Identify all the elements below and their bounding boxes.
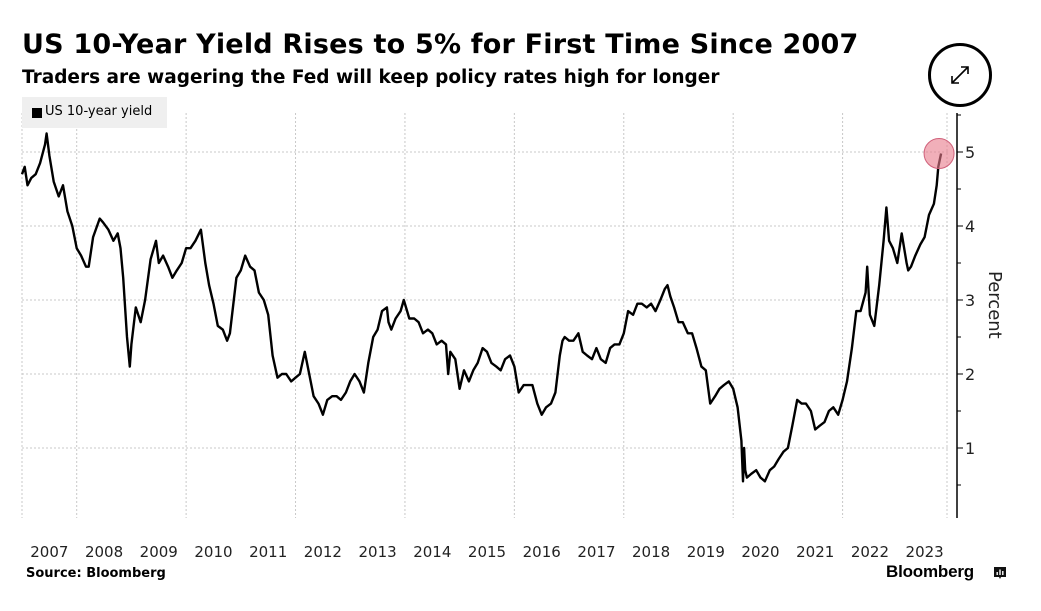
highlight-marker xyxy=(923,137,955,169)
x-tick-label: 2020 xyxy=(741,543,779,561)
x-tick-label: 2015 xyxy=(468,543,506,561)
x-tick-label: 2007 xyxy=(30,543,68,561)
x-tick-label: 2014 xyxy=(413,543,451,561)
y-tick-label: 4 xyxy=(965,217,975,236)
y-tick-label: 2 xyxy=(965,365,975,384)
y-tick-label: 3 xyxy=(965,291,975,310)
gridlines xyxy=(21,113,950,518)
bloomberg-logo: Bloomberg xyxy=(886,562,974,581)
x-tick-label: 2017 xyxy=(577,543,615,561)
x-tick-label: 2012 xyxy=(304,543,342,561)
x-axis-labels: 2007 2008 2009 2010 2011 2012 2013 2014 2015 2016… xyxy=(30,543,943,561)
chart-subtitle: Traders are wagering the Fed will keep p… xyxy=(22,67,720,88)
annotation-layer xyxy=(923,137,955,169)
x-tick-label: 2019 xyxy=(687,543,725,561)
x-tick-label: 2018 xyxy=(632,543,670,561)
x-tick-label: 2008 xyxy=(85,543,123,561)
x-tick-label: 2010 xyxy=(194,543,232,561)
x-tick-label: 2016 xyxy=(523,543,561,561)
source-note: Source: Bloomberg xyxy=(26,566,166,581)
legend-label: US 10-year yield xyxy=(45,104,153,119)
y-axis-title: Percent xyxy=(984,271,1005,339)
y-axis: 1 2 3 4 5 xyxy=(956,113,975,518)
x-tick-label: 2011 xyxy=(249,543,287,561)
x-tick-label: 2009 xyxy=(140,543,178,561)
y-tick-label: 5 xyxy=(965,143,975,162)
legend: US 10-year yield xyxy=(22,97,167,128)
x-tick-label: 2013 xyxy=(358,543,396,561)
y-tick-label: 1 xyxy=(965,439,975,458)
x-tick-label: 2021 xyxy=(796,543,834,561)
expand-arrows-icon xyxy=(951,66,969,84)
bloomberg-chart-icon xyxy=(994,567,1006,579)
legend-swatch xyxy=(32,108,42,118)
expand-button[interactable] xyxy=(928,43,992,107)
series-line-us-10-year-yield xyxy=(20,132,943,483)
chart-title: US 10-Year Yield Rises to 5% for First T… xyxy=(22,29,859,60)
series-layer xyxy=(20,132,943,483)
x-tick-label: 2023 xyxy=(906,543,944,561)
x-tick-label: 2022 xyxy=(851,543,889,561)
